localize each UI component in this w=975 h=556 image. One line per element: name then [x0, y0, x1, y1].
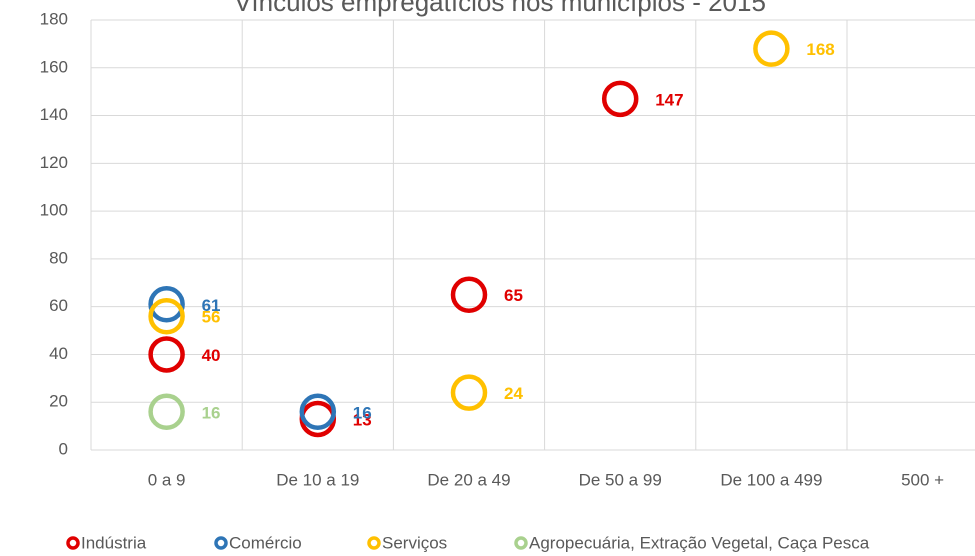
marker: [753, 30, 790, 67]
legend-label: Indústria: [81, 533, 147, 552]
data-label: 61: [202, 296, 221, 315]
chart-title: Vínculos empregatícios nos municípios - …: [234, 0, 766, 17]
x-tick-label: De 20 a 49: [427, 470, 510, 489]
data-label: 16: [353, 403, 372, 422]
legend-marker: [367, 536, 381, 550]
legend-label: Agropecuária, Extração Vegetal, Caça Pes…: [529, 533, 870, 552]
y-tick-label: 20: [49, 392, 68, 411]
data-label: 40: [202, 346, 221, 365]
y-tick-label: 80: [49, 248, 68, 267]
legend-marker: [514, 536, 528, 550]
data-label: 24: [504, 384, 523, 403]
y-tick-label: 40: [49, 344, 68, 363]
legend-label: Comércio: [229, 533, 302, 552]
marker: [450, 374, 488, 411]
y-tick-label: 160: [40, 57, 68, 76]
marker: [148, 286, 185, 323]
legend-marker: [66, 536, 80, 550]
marker: [148, 297, 185, 335]
data-label: 168: [806, 40, 834, 59]
marker: [148, 393, 185, 431]
x-tick-label: 0 a 9: [148, 470, 186, 489]
legend-marker: [214, 536, 228, 550]
data-label: 56: [202, 308, 221, 327]
marker: [601, 80, 639, 118]
data-label: 13: [353, 410, 372, 429]
data-label: 147: [655, 90, 683, 109]
marker: [450, 276, 488, 313]
x-tick-label: De 10 a 19: [276, 470, 359, 489]
data-label: 65: [504, 286, 523, 305]
x-tick-label: De 50 a 99: [579, 470, 662, 489]
x-tick-label: De 100 a 499: [720, 470, 822, 489]
y-tick-label: 0: [59, 439, 68, 458]
data-label: 16: [202, 403, 221, 422]
y-tick-label: 140: [40, 105, 68, 124]
y-tick-label: 120: [40, 153, 68, 172]
marker: [299, 393, 337, 431]
marker: [299, 400, 337, 438]
y-tick-label: 180: [40, 9, 68, 28]
legend-label: Serviços: [382, 533, 447, 552]
y-tick-label: 60: [49, 296, 68, 315]
marker: [148, 336, 185, 373]
x-tick-label: 500 +: [901, 470, 944, 489]
y-tick-label: 100: [40, 201, 68, 220]
